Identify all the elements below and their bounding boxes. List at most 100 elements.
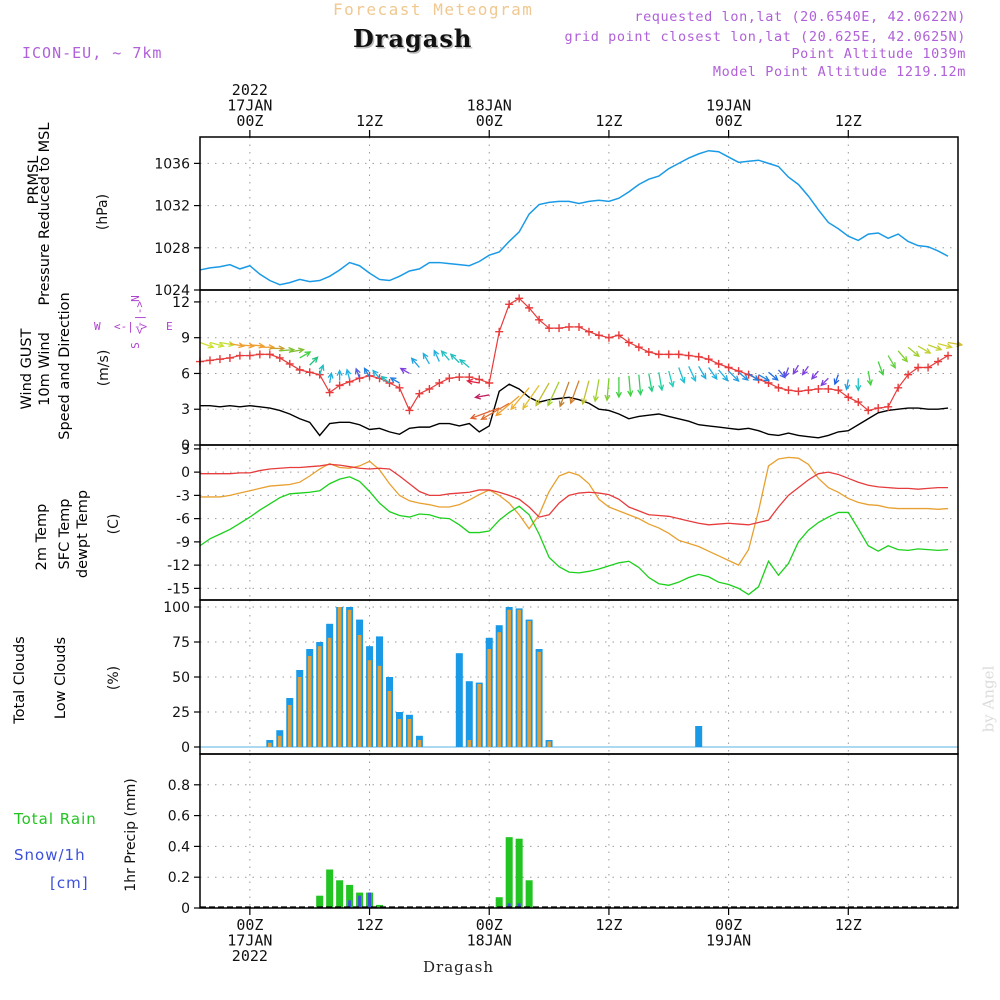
arrow-shaft	[239, 344, 254, 347]
wind-gust-marker	[684, 351, 693, 360]
wind-direction-arrow	[547, 381, 560, 407]
wind-direction-arrow	[440, 350, 450, 361]
wind-gust-marker	[555, 324, 564, 333]
arrow-shaft	[199, 341, 214, 348]
arrow-head	[732, 375, 740, 383]
temp-2m-line	[200, 463, 949, 526]
low-cloud-bar	[347, 609, 352, 747]
y-tick-label: 50	[172, 670, 190, 686]
arrow-shaft	[411, 357, 420, 368]
arrow-head	[422, 352, 429, 360]
arrow-shaft	[355, 368, 361, 379]
top-time-label: 12Z	[595, 112, 622, 130]
arrow-head	[648, 385, 655, 393]
wind-direction-arrow	[792, 364, 799, 376]
y-tick-label: 75	[172, 635, 190, 651]
arrow-shaft	[845, 379, 849, 390]
arrow-shaft	[249, 344, 264, 347]
wind-gust-marker	[215, 355, 224, 364]
arrow-head	[637, 389, 644, 397]
arrow-head	[668, 380, 675, 388]
arrow-shaft	[522, 385, 540, 409]
wind-gust-marker	[285, 359, 294, 368]
wind-direction-arrow	[209, 341, 225, 348]
y-tick-label: 100	[163, 600, 190, 616]
y-tick-label: 0.4	[168, 839, 190, 855]
arrow-shaft	[433, 350, 440, 362]
wind-direction-arrow	[299, 351, 312, 359]
arrow-shaft	[363, 368, 371, 378]
arrow-shaft	[917, 345, 931, 354]
arrow-shaft	[792, 364, 799, 375]
arrow-head	[752, 375, 760, 382]
wind-direction-arrow	[354, 367, 361, 379]
wind-direction-arrow	[768, 371, 779, 381]
bottom-time-label: 00Z	[236, 916, 263, 934]
arrow-shaft	[495, 395, 520, 416]
arrow-shaft	[867, 370, 872, 385]
y-tick-label: 1032	[154, 199, 190, 215]
arrow-head	[945, 343, 953, 350]
footer-station: Dragash	[423, 958, 495, 976]
top-time-label: 00Z	[476, 112, 503, 130]
arrow-head	[399, 367, 407, 374]
arrow-shaft	[309, 356, 318, 366]
wind-direction-arrow	[615, 377, 622, 399]
arrow-shaft	[678, 367, 685, 383]
wind-direction-arrow	[855, 378, 862, 392]
arrow-shaft	[802, 365, 809, 375]
arrow-shaft	[570, 380, 580, 404]
arrow-head	[711, 373, 718, 381]
y-tick-label: 0.2	[168, 870, 190, 886]
wind-gust-marker	[335, 381, 344, 390]
low-cloud-bar	[477, 684, 482, 747]
panel-frame	[199, 289, 959, 446]
wind-direction-arrow	[433, 349, 440, 362]
y-tick-label: 0.8	[168, 778, 190, 794]
arrow-head	[558, 400, 565, 408]
y-tick-label: 9	[181, 331, 190, 347]
arrow-shaft	[346, 369, 351, 380]
arrow-shaft	[299, 351, 311, 359]
low-cloud-bar	[307, 656, 312, 747]
rain-bar	[376, 904, 384, 908]
arrow-head	[327, 371, 334, 379]
arrow-head	[627, 390, 634, 398]
low-cloud-bar	[367, 660, 372, 747]
arrow-shaft	[459, 359, 470, 368]
bottom-time-label: 12Z	[356, 916, 383, 934]
low-cloud-bar	[507, 609, 511, 747]
wind-gust-marker	[694, 352, 703, 361]
arrow-shaft	[209, 341, 224, 347]
wind-gust-marker	[794, 387, 803, 396]
y-tick-label: -15	[167, 581, 190, 597]
wind-direction-arrow	[801, 365, 809, 376]
arrow-head	[410, 357, 418, 364]
wind-gust-marker	[924, 363, 933, 372]
arrow-head	[878, 369, 885, 377]
low-cloud-bar	[517, 609, 521, 747]
wind-direction-arrow	[777, 369, 786, 379]
wind-gust-marker	[445, 374, 454, 383]
low-cloud-bar	[387, 691, 392, 747]
snow-bar	[517, 903, 521, 908]
y-tick-label: -6	[176, 512, 190, 528]
wind-direction-arrow	[458, 358, 470, 368]
wind-gust-marker	[575, 322, 583, 331]
low-cloud-bar	[417, 740, 422, 747]
wind-direction-arrow	[558, 381, 570, 408]
arrow-shaft	[606, 378, 610, 401]
wind-gust-marker	[415, 389, 424, 398]
low-cloud-bar	[487, 649, 492, 747]
arrow-head	[890, 362, 896, 369]
total-cloud-bar	[455, 653, 463, 747]
arrow-head	[924, 348, 932, 354]
arrow-head	[547, 399, 553, 407]
bottom-time-label: 18JAN	[467, 932, 512, 950]
arrow-head	[380, 375, 388, 382]
wind-gust-marker	[774, 383, 783, 392]
wind-direction-arrow	[668, 370, 675, 388]
wind-gust-marker	[674, 350, 683, 359]
wind-gust-marker	[644, 348, 653, 356]
wind-gust-marker	[714, 359, 723, 368]
